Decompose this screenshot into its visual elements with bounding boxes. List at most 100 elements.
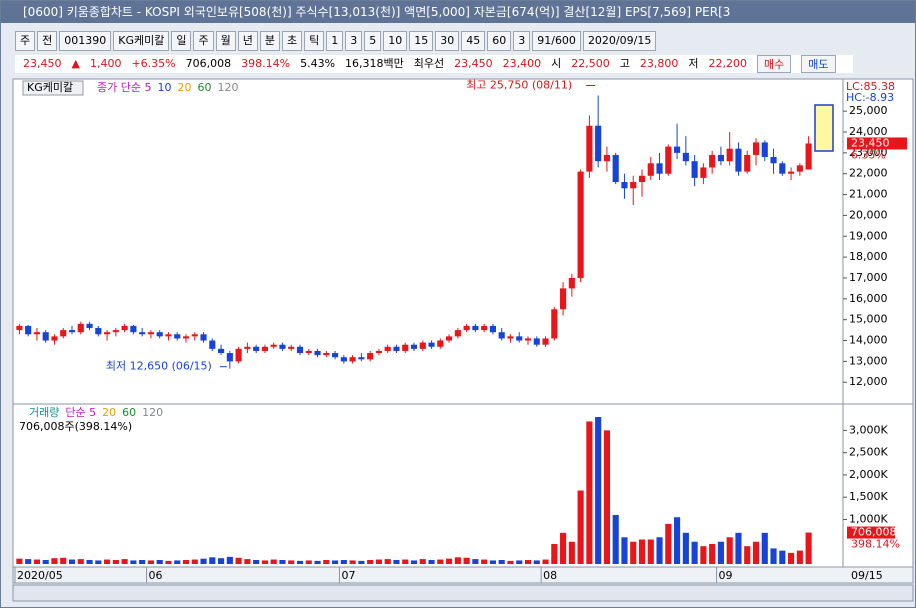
y-tick-label: 2,000K bbox=[849, 468, 888, 481]
volume-bar bbox=[349, 560, 356, 564]
y-tick-label: 18,000 bbox=[849, 250, 888, 263]
candle-body bbox=[560, 288, 567, 310]
high-note: 최고 25,750 (08/11) bbox=[466, 79, 572, 92]
tool-button[interactable]: 일 bbox=[171, 31, 192, 51]
legend-item: 120 bbox=[217, 81, 238, 94]
tool-button[interactable]: 주 bbox=[193, 31, 214, 51]
y-tick-label: 25,000 bbox=[849, 104, 888, 117]
plot-area bbox=[12, 78, 844, 568]
tool-button[interactable]: 주 bbox=[15, 31, 36, 51]
tool-button[interactable]: KG케미칼 bbox=[113, 31, 170, 51]
candle-body bbox=[428, 342, 435, 347]
tool-button[interactable]: 3 bbox=[345, 31, 363, 51]
tool-button[interactable]: 전 bbox=[37, 31, 58, 51]
toolbar: 주 전 001390 KG케미칼 일 주 월 년 분 초 틱 1 3 5 10 15 30 45 60 3 91/600… bbox=[15, 31, 657, 51]
volume-bar bbox=[419, 559, 426, 564]
volume-bar bbox=[735, 532, 742, 564]
tool-button[interactable]: 15 bbox=[409, 31, 434, 51]
candle-body bbox=[735, 148, 742, 172]
y-tick-label: 17,000 bbox=[849, 271, 888, 284]
candle-body bbox=[393, 346, 400, 351]
candle-body bbox=[489, 325, 496, 333]
high-label: 고 bbox=[619, 57, 630, 70]
volume-bar bbox=[446, 558, 453, 564]
volume-bar bbox=[560, 532, 567, 564]
candle-body bbox=[770, 157, 777, 164]
volume-bar bbox=[68, 559, 76, 564]
candle-body bbox=[524, 338, 532, 341]
candle-body bbox=[630, 182, 637, 189]
candle-body bbox=[796, 165, 803, 172]
tool-button[interactable]: 월 bbox=[215, 31, 236, 51]
volume-bar bbox=[253, 559, 260, 564]
volume-bar bbox=[647, 539, 654, 564]
tool-button[interactable]: 60 bbox=[487, 31, 512, 51]
tool-button[interactable]: 45 bbox=[461, 31, 486, 51]
candle-body bbox=[638, 175, 646, 183]
volume-bar bbox=[638, 539, 646, 564]
candle-body bbox=[25, 325, 32, 335]
y-tick-label: 16,000 bbox=[849, 292, 888, 305]
candle-body bbox=[218, 348, 225, 354]
rate: +6.35% bbox=[131, 57, 176, 70]
candle-body bbox=[288, 346, 295, 349]
volume-bar bbox=[682, 532, 689, 564]
high: 23,800 bbox=[639, 57, 679, 70]
tool-button[interactable]: 91/600 bbox=[532, 31, 581, 51]
tool-button[interactable]: 초 bbox=[281, 31, 303, 51]
volume-bar bbox=[112, 559, 119, 564]
tool-button[interactable]: 001390 bbox=[59, 31, 112, 51]
vol-rate: 398.14% bbox=[241, 57, 291, 70]
volume-bar bbox=[709, 543, 716, 564]
legend-item: 20 bbox=[102, 406, 116, 419]
tool-button[interactable]: 분 bbox=[259, 31, 280, 51]
candle-body bbox=[533, 338, 540, 345]
buy-button[interactable]: 매수 bbox=[757, 55, 792, 73]
sell-button[interactable]: 매도 bbox=[801, 55, 836, 73]
y-tick-label: 19,000 bbox=[849, 229, 888, 242]
candle-body bbox=[717, 154, 724, 162]
candle-body bbox=[323, 353, 330, 356]
volume-bar bbox=[174, 560, 181, 564]
volume-bar bbox=[104, 559, 111, 564]
chart-layer: 12,000 13,000 14,000 15,000 16,000 17,000 18,0… bbox=[14, 79, 907, 583]
candle-body bbox=[752, 142, 760, 155]
volume-bar bbox=[51, 558, 58, 564]
candle-body bbox=[446, 336, 453, 341]
volume-bar bbox=[796, 550, 803, 564]
tool-button[interactable]: 틱 bbox=[304, 31, 325, 51]
tool-button[interactable]: 10 bbox=[383, 31, 408, 51]
candle-body bbox=[463, 325, 470, 331]
tool-button[interactable]: 1 bbox=[326, 31, 344, 51]
tool-button[interactable]: 30 bbox=[435, 31, 460, 51]
candle-body bbox=[516, 336, 523, 341]
legend-item: 10 bbox=[157, 81, 171, 94]
legend-item: 거래량 bbox=[29, 406, 59, 419]
candle-body bbox=[709, 154, 716, 168]
volume-bar bbox=[200, 558, 207, 564]
tool-button[interactable]: 년 bbox=[237, 31, 258, 51]
legend-item: 종가 단순 5 bbox=[97, 81, 151, 94]
candle-body bbox=[665, 146, 672, 174]
amount: 16,318백만 bbox=[345, 57, 404, 70]
x-tick-label: 08 bbox=[543, 569, 557, 582]
candle-body bbox=[209, 340, 216, 349]
volume-bar bbox=[674, 517, 681, 564]
scrollbar[interactable] bbox=[12, 584, 914, 602]
volume-bar bbox=[209, 557, 216, 564]
candle-body bbox=[700, 167, 707, 178]
volume-bar bbox=[402, 559, 409, 564]
candle-body bbox=[761, 142, 768, 158]
candle-body bbox=[314, 350, 321, 356]
candle-body bbox=[77, 323, 84, 333]
tool-button[interactable]: 3 bbox=[513, 31, 531, 51]
candle-body bbox=[437, 340, 444, 347]
open: 22,500 bbox=[571, 57, 610, 70]
candle-body bbox=[410, 344, 418, 349]
tool-button[interactable]: 5 bbox=[364, 31, 382, 51]
volume-bar bbox=[156, 559, 163, 564]
y-tick-label: 3,000K bbox=[849, 423, 888, 436]
y-tick-label: 1,500K bbox=[849, 490, 888, 503]
volume-bar bbox=[568, 541, 575, 564]
tool-button[interactable]: 2020/09/15 bbox=[582, 31, 657, 51]
